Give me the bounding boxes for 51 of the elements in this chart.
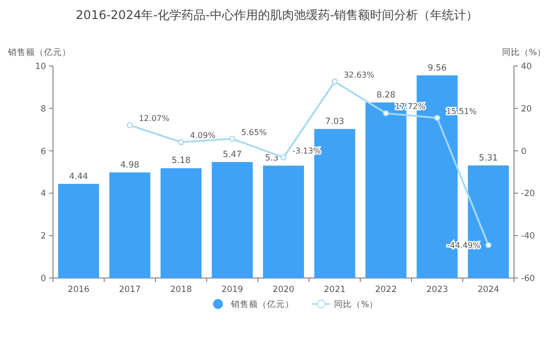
point [382, 110, 390, 116]
data-label: 12.07% [138, 114, 170, 124]
legend-label: 同比（%） [334, 299, 378, 310]
y-tick-label: 4 [40, 189, 46, 200]
data-label: 5.65% [241, 128, 268, 137]
y-tick-label: 8 [40, 104, 46, 114]
point [434, 114, 440, 122]
y2-tick-label: 0 [521, 146, 526, 157]
y2-tick-label: 40 [521, 62, 532, 72]
bar [58, 184, 100, 278]
data-label: 8.28 [376, 90, 396, 100]
x-tick-label: 2016 [68, 285, 90, 295]
data-label: 4.98 [120, 160, 140, 170]
chart-title: 2016-2024年-化学药品-中心作用的肌肉弛缓药-销售额时间分析（年统计） [76, 8, 478, 22]
data-label: 9.56 [428, 63, 447, 74]
y-tick-label: 10 [35, 62, 46, 72]
bar [263, 166, 304, 278]
x-tick-label: 2017 [119, 285, 141, 295]
legend-label: 销售额（亿元） [230, 299, 294, 310]
x-tick-label: 2020 [272, 285, 294, 295]
data-label: 5.18 [172, 156, 191, 166]
data-label: 4.09% [190, 131, 216, 140]
bar [160, 168, 202, 278]
point [280, 154, 287, 161]
y-tick-label: 2 [40, 232, 46, 242]
point [126, 122, 133, 128]
y2-axis-title: 同比（%） [502, 47, 546, 58]
y2-tick-label: -20 [521, 189, 535, 200]
y-axis-title: 销售额（亿元） [7, 47, 71, 58]
point [332, 78, 338, 85]
bar [212, 162, 253, 278]
point [178, 139, 184, 146]
data-label: 4.44 [69, 172, 88, 182]
point [229, 136, 236, 142]
y2-tick-label: 20 [521, 104, 532, 114]
point [485, 242, 492, 248]
x-tick-label: 2024 [478, 285, 500, 295]
y-tick-label: 0 [40, 274, 46, 284]
data-label: 32.63% [344, 70, 375, 80]
data-label: 7.03 [325, 116, 344, 127]
x-tick-label: 2019 [221, 285, 244, 295]
bar [109, 172, 150, 278]
data-label: 5.31 [478, 153, 498, 164]
x-tick-label: 2018 [170, 285, 192, 295]
x-tick-label: 2022 [375, 285, 397, 295]
y2-tick-label: -40 [521, 232, 535, 242]
y2-tick-label: -60 [521, 274, 535, 284]
x-tick-label: 2021 [324, 285, 346, 295]
x-tick-label: 2023 [426, 285, 448, 295]
y-tick-label: 6 [40, 146, 46, 157]
data-label: 5.47 [222, 150, 242, 160]
